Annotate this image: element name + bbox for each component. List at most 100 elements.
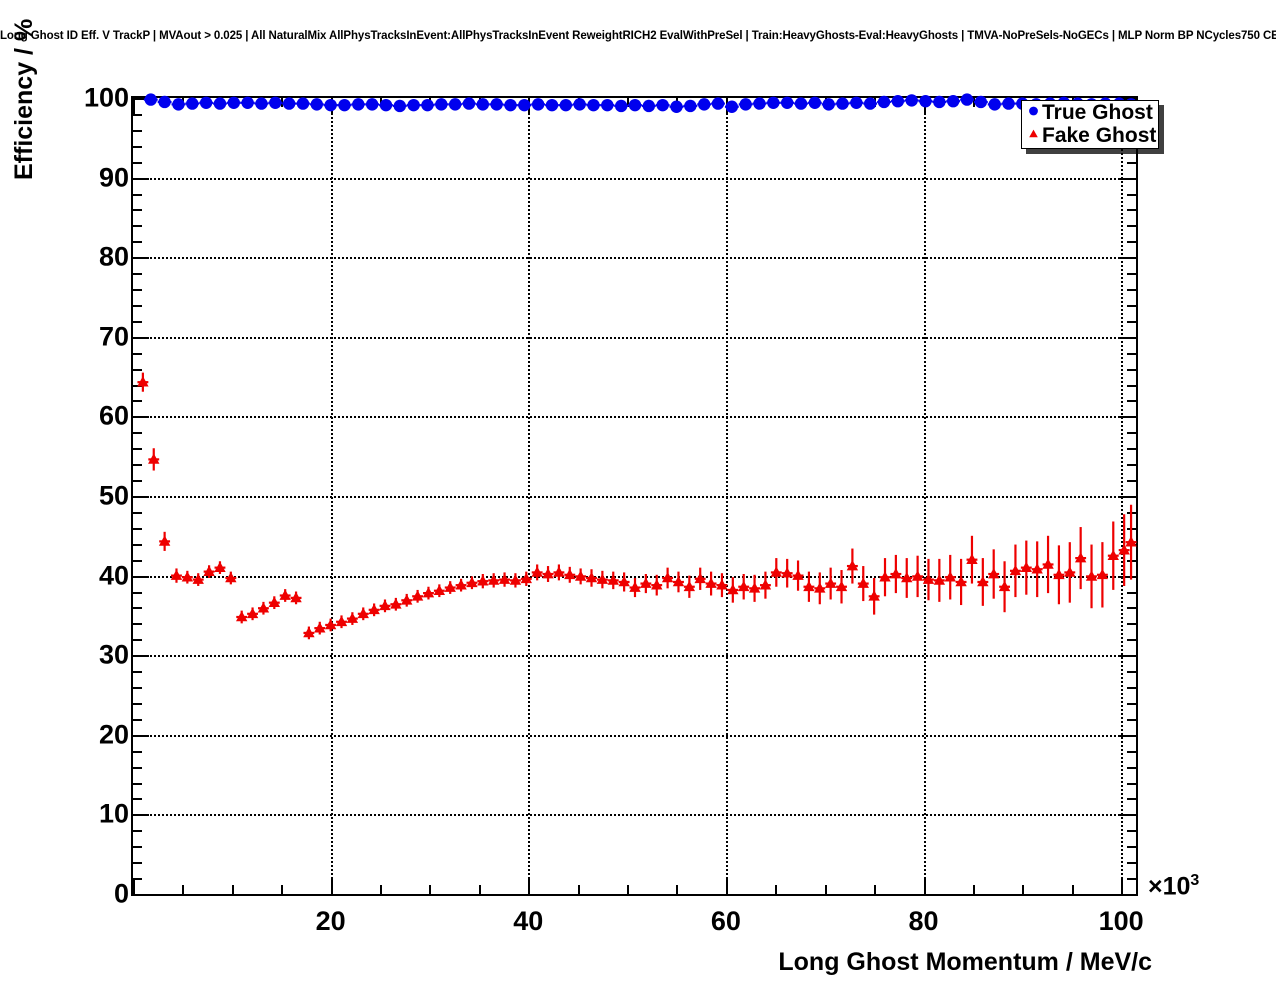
axis-tick [1127, 448, 1136, 451]
data-point [1096, 568, 1109, 580]
data-point [422, 587, 435, 598]
data-point [792, 569, 804, 580]
data-point [545, 98, 559, 112]
axis-tick [133, 98, 135, 114]
data-point [727, 583, 739, 595]
y-tick-label: 20 [98, 719, 129, 750]
data-point [614, 99, 628, 113]
data-point [433, 584, 446, 596]
data-point [314, 622, 326, 633]
data-point [203, 565, 215, 576]
data-point [490, 98, 503, 111]
axis-tick [133, 464, 142, 467]
y-tick-label: 60 [98, 400, 129, 431]
data-point [574, 570, 587, 581]
axis-tick [1120, 894, 1136, 896]
axis-tick [133, 448, 142, 451]
series-true-ghost [143, 93, 1138, 113]
data-point [955, 575, 967, 587]
gridline-horizontal [133, 655, 1136, 658]
data-point [520, 572, 532, 584]
axis-tick [627, 885, 630, 894]
axis-tick [133, 894, 149, 896]
gridline-vertical [923, 98, 926, 894]
axis-tick [133, 368, 142, 371]
axis-tick [231, 885, 234, 894]
data-point [401, 594, 413, 605]
data-point [235, 610, 248, 622]
data-point [863, 97, 877, 110]
data-point [290, 591, 302, 603]
axis-tick [1127, 766, 1136, 769]
data-point [587, 98, 600, 112]
data-point [393, 99, 407, 113]
axis-tick [1127, 671, 1136, 674]
data-point [1053, 568, 1065, 580]
axis-tick [133, 145, 142, 148]
data-point [498, 573, 511, 584]
axis-tick [133, 304, 142, 307]
axis-tick [676, 885, 679, 894]
data-point [564, 568, 576, 580]
data-point [170, 569, 183, 580]
data-point [988, 98, 1001, 111]
data-point [214, 561, 226, 572]
data-point [824, 577, 837, 588]
data-point [857, 577, 869, 588]
data-point [748, 582, 761, 593]
axis-tick [1127, 368, 1136, 371]
axis-tick [1127, 304, 1136, 307]
data-point [346, 612, 359, 623]
axis-tick [1127, 432, 1136, 435]
data-point [227, 96, 240, 109]
gridline-vertical [528, 98, 531, 894]
axis-tick [133, 846, 142, 849]
data-point [661, 571, 674, 583]
data-point [462, 97, 476, 110]
axis-tick [1127, 209, 1136, 212]
data-point [656, 98, 669, 112]
gridline-horizontal [133, 734, 1136, 737]
data-point [509, 574, 522, 585]
data-point [241, 96, 254, 109]
x-exponent-prefix: ×10 [1148, 872, 1191, 901]
axis-tick [1127, 702, 1136, 705]
x-exponent-power: 3 [1190, 872, 1200, 889]
axis-tick [1127, 623, 1136, 626]
data-point [694, 572, 706, 584]
gridline-horizontal [133, 575, 1136, 578]
axis-tick [1127, 607, 1136, 610]
data-point [911, 570, 924, 581]
axis-tick [133, 718, 142, 721]
x-tick-label: 80 [908, 906, 939, 936]
data-point [977, 575, 989, 587]
plot-frame [131, 93, 1138, 896]
axis-tick [1127, 798, 1136, 801]
axis-tick [182, 885, 185, 894]
data-point [879, 571, 891, 582]
axis-tick [1127, 782, 1136, 785]
axis-tick [133, 702, 142, 705]
x-axis-title: Long Ghost Momentum / MeV/c [778, 948, 1152, 976]
data-point [324, 618, 337, 630]
data-layer [137, 93, 1138, 640]
data-point [629, 581, 641, 592]
data-point [601, 98, 614, 112]
axis-tick [133, 878, 142, 881]
data-point [651, 579, 663, 590]
axis-tick [1127, 830, 1136, 833]
data-point [672, 575, 685, 587]
axis-tick [133, 527, 142, 530]
gridline-horizontal [133, 496, 1136, 498]
data-point [808, 96, 822, 109]
data-point [835, 580, 848, 592]
axis-tick [1071, 885, 1074, 894]
data-point [303, 626, 315, 638]
axis-tick [1121, 878, 1124, 894]
data-point [1064, 566, 1076, 577]
data-point [585, 571, 598, 583]
data-point [640, 577, 652, 588]
axis-tick [133, 798, 142, 801]
axis-tick [824, 885, 827, 894]
axis-tick [133, 623, 142, 626]
